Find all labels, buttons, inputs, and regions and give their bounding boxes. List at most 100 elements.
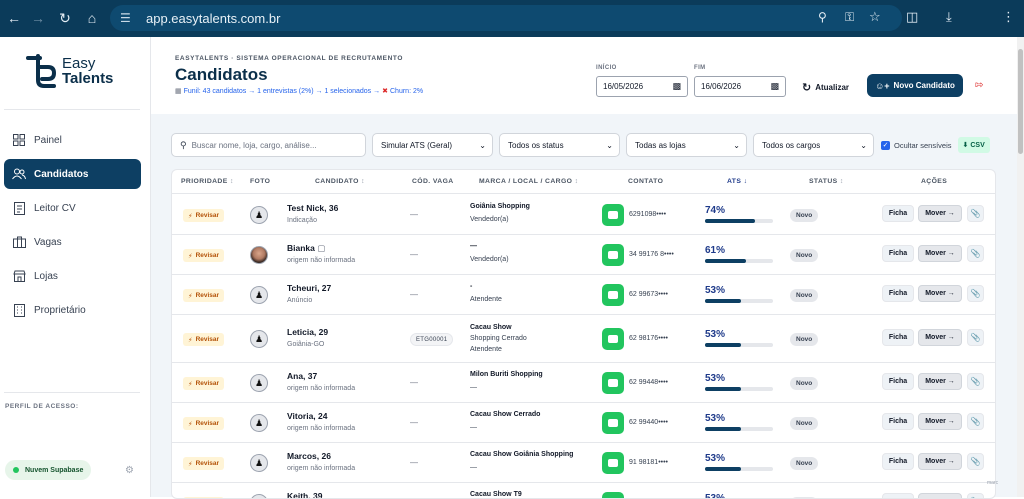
- sidebar-item-leitor-cv[interactable]: Leitor CV: [4, 193, 141, 223]
- sidebar-item-candidatos[interactable]: Candidatos: [4, 159, 141, 189]
- inicio-date-input[interactable]: 16/05/2026 ▩: [596, 76, 688, 97]
- avatar[interactable]: ♟: [250, 374, 268, 392]
- avatar[interactable]: [250, 246, 268, 264]
- sidebar-item-proprietario[interactable]: Proprietário: [4, 295, 141, 325]
- zoom-icon[interactable]: ⚲: [818, 10, 827, 24]
- attachment-icon[interactable]: 📎: [967, 373, 984, 390]
- reload-icon[interactable]: ↻: [51, 4, 79, 32]
- attachment-icon[interactable]: 📎: [967, 205, 984, 222]
- search-input[interactable]: ⚲ Buscar nome, loja, cargo, análise...: [171, 133, 366, 157]
- sidebar-item-vagas[interactable]: Vagas: [4, 227, 141, 257]
- mover-button[interactable]: Mover →: [918, 329, 962, 346]
- candidate-name[interactable]: Leticia, 29: [287, 327, 328, 337]
- lojas-select[interactable]: Todas as lojas ⌄: [626, 133, 747, 157]
- status-badge[interactable]: Novo: [790, 289, 818, 302]
- whatsapp-icon[interactable]: [602, 204, 624, 226]
- candidate-name[interactable]: Bianka ▢: [287, 243, 325, 254]
- mover-button[interactable]: Mover →: [918, 373, 962, 390]
- col-candidato[interactable]: CANDIDATO ↕: [315, 178, 365, 185]
- candidate-name[interactable]: Tcheuri, 27: [287, 283, 331, 293]
- mover-button[interactable]: Mover →: [918, 245, 962, 262]
- whatsapp-icon[interactable]: [602, 244, 624, 266]
- note-icon[interactable]: ▢: [317, 243, 325, 253]
- ficha-button[interactable]: Ficha: [882, 413, 914, 430]
- ficha-button[interactable]: Ficha: [882, 245, 914, 262]
- page-scrollbar[interactable]: [1017, 37, 1024, 497]
- whatsapp-icon[interactable]: [602, 412, 624, 434]
- avatar[interactable]: ♟: [250, 206, 268, 224]
- menu-dots-icon[interactable]: ⋮: [1002, 9, 1015, 25]
- mover-button[interactable]: Mover →: [918, 493, 962, 499]
- status-badge[interactable]: Novo: [790, 377, 818, 390]
- whatsapp-icon[interactable]: [602, 372, 624, 394]
- logout-icon[interactable]: ⇰: [975, 80, 983, 91]
- ficha-button[interactable]: Ficha: [882, 205, 914, 222]
- whatsapp-icon[interactable]: [602, 284, 624, 306]
- ficha-button[interactable]: Ficha: [882, 329, 914, 346]
- candidate-name[interactable]: Vitoria, 24: [287, 411, 327, 421]
- mover-button[interactable]: Mover →: [918, 205, 962, 222]
- status-badge[interactable]: Novo: [790, 417, 818, 430]
- col-prioridade[interactable]: PRIORIDADE ↕: [181, 178, 234, 185]
- forward-icon[interactable]: →: [24, 4, 52, 32]
- csv-export-button[interactable]: ⬇ CSV: [958, 137, 990, 153]
- col-status[interactable]: STATUS ↕: [809, 178, 844, 185]
- whatsapp-icon[interactable]: [602, 452, 624, 474]
- candidate-name[interactable]: Keith, 39: [287, 491, 322, 499]
- scrollbar-thumb[interactable]: [1018, 49, 1023, 154]
- whatsapp-icon[interactable]: [602, 492, 624, 499]
- home-icon[interactable]: ⌂: [78, 4, 106, 32]
- ats-select[interactable]: Simular ATS (Geral) ⌄: [372, 133, 493, 157]
- sidebar-item-painel[interactable]: Painel: [4, 125, 141, 155]
- candidate-name[interactable]: Ana, 37: [287, 371, 317, 381]
- whatsapp-icon[interactable]: [602, 328, 624, 350]
- atualizar-button[interactable]: ↻ Atualizar: [802, 78, 849, 96]
- fim-date-input[interactable]: 16/06/2026 ▩: [694, 76, 786, 97]
- novo-candidato-button[interactable]: ☺+ Novo Candidato: [867, 74, 963, 97]
- avatar[interactable]: ♟: [250, 286, 268, 304]
- candidate-name[interactable]: Marcos, 26: [287, 451, 331, 461]
- mover-button[interactable]: Mover →: [918, 453, 962, 470]
- status-badge[interactable]: Novo: [790, 457, 818, 470]
- ficha-button[interactable]: Ficha: [882, 453, 914, 470]
- ocultar-sensiveis-checkbox[interactable]: ✓ Ocultar sensíveis: [881, 141, 952, 150]
- address-bar[interactable]: ☰ app.easytalents.com.br: [110, 5, 902, 31]
- status-badge[interactable]: Novo: [790, 249, 818, 262]
- status-badge[interactable]: Novo: [790, 333, 818, 346]
- mover-button[interactable]: Mover →: [918, 413, 962, 430]
- logo[interactable]: Easy Talents: [24, 53, 113, 89]
- ficha-button[interactable]: Ficha: [882, 373, 914, 390]
- supabase-badge[interactable]: Nuvem Supabase: [5, 460, 91, 480]
- extensions-icon[interactable]: ◫: [906, 9, 918, 25]
- candidate-name[interactable]: Test Nick, 36: [287, 203, 338, 213]
- key-icon[interactable]: ⚿: [845, 10, 854, 25]
- calendar-icon[interactable]: ▩: [672, 81, 681, 92]
- attachment-icon[interactable]: 📎: [967, 329, 984, 346]
- avatar[interactable]: ♟: [250, 330, 268, 348]
- download-icon[interactable]: ⤓: [946, 9, 952, 25]
- attachment-icon[interactable]: 📎: [967, 285, 984, 302]
- ficha-button[interactable]: Ficha: [882, 285, 914, 302]
- avatar[interactable]: ♟: [250, 454, 268, 472]
- mover-button[interactable]: Mover →: [918, 285, 962, 302]
- avatar[interactable]: ♟: [250, 414, 268, 432]
- sidebar-item-lojas[interactable]: Lojas: [4, 261, 141, 291]
- calendar-icon[interactable]: ▩: [770, 81, 779, 92]
- ficha-button[interactable]: Ficha: [882, 493, 914, 499]
- bookmark-star-icon[interactable]: ☆: [869, 9, 881, 25]
- col-marca[interactable]: MARCA / LOCAL / CARGO ↕: [479, 178, 578, 185]
- attachment-icon[interactable]: 📎: [967, 493, 984, 499]
- site-info-icon[interactable]: ☰: [120, 11, 138, 25]
- col-ats[interactable]: ATS ↓: [727, 178, 747, 185]
- gear-icon[interactable]: ⚙: [125, 465, 134, 476]
- status-select[interactable]: Todos os status ⌄: [499, 133, 620, 157]
- cargos-select[interactable]: Todos os cargos ⌄: [753, 133, 874, 157]
- attachment-icon[interactable]: 📎: [967, 245, 984, 262]
